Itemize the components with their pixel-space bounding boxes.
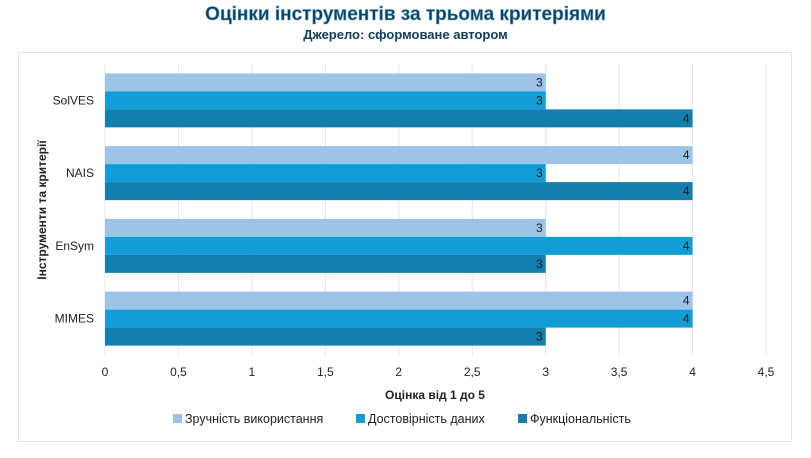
y-tick-label: EnSym xyxy=(55,239,94,253)
chart-frame xyxy=(18,52,792,442)
x-tick-label: 0,5 xyxy=(170,365,187,379)
legend-label: Зручність використання xyxy=(185,412,323,426)
x-tick-label: 0 xyxy=(102,365,109,379)
bar xyxy=(105,164,546,183)
data-label: 3 xyxy=(536,93,543,107)
y-tick-label: SolVES xyxy=(53,93,94,107)
x-tick-label: 4,5 xyxy=(758,365,775,379)
x-tick-label: 3,5 xyxy=(611,365,628,379)
y-tick-label: MIMES xyxy=(55,312,94,326)
legend-label: Функціональність xyxy=(530,412,631,426)
bar xyxy=(105,236,693,255)
x-tick-label: 4 xyxy=(689,365,696,379)
y-tick-label: NAIS xyxy=(66,166,94,180)
bar xyxy=(105,327,546,346)
x-tick-label: 2,5 xyxy=(464,365,481,379)
data-label: 4 xyxy=(683,294,690,308)
data-label: 3 xyxy=(536,75,543,89)
data-label: 4 xyxy=(683,312,690,326)
bar xyxy=(105,291,693,310)
bar xyxy=(105,182,693,201)
data-label: 3 xyxy=(536,257,543,271)
data-label: 4 xyxy=(683,148,690,162)
bar xyxy=(105,91,546,110)
x-tick-label: 2 xyxy=(395,365,402,379)
data-label: 3 xyxy=(536,166,543,180)
bar xyxy=(105,254,546,273)
chart-title: Оцінки інструментів за трьома критеріями xyxy=(205,4,606,26)
x-tick-label: 3 xyxy=(542,365,549,379)
bar xyxy=(105,309,693,328)
y-axis-label: Інструменти та критерії xyxy=(35,140,49,280)
data-label: 4 xyxy=(683,111,690,125)
legend-swatch xyxy=(356,414,365,423)
x-tick-label: 1,5 xyxy=(317,365,334,379)
bar xyxy=(105,73,546,92)
data-label: 3 xyxy=(536,330,543,344)
x-axis-label: Оцінка від 1 до 5 xyxy=(385,388,485,402)
chart-subtitle: Джерело: сформоване автором xyxy=(303,27,508,42)
bar xyxy=(105,218,546,237)
bar xyxy=(105,109,693,128)
data-label: 3 xyxy=(536,221,543,235)
data-label: 4 xyxy=(683,239,690,253)
data-label: 4 xyxy=(683,184,690,198)
bar xyxy=(105,146,693,165)
legend-swatch xyxy=(518,414,527,423)
x-tick-label: 1 xyxy=(249,365,256,379)
legend-swatch xyxy=(173,414,182,423)
legend-label: Достовірність даних xyxy=(368,412,485,426)
